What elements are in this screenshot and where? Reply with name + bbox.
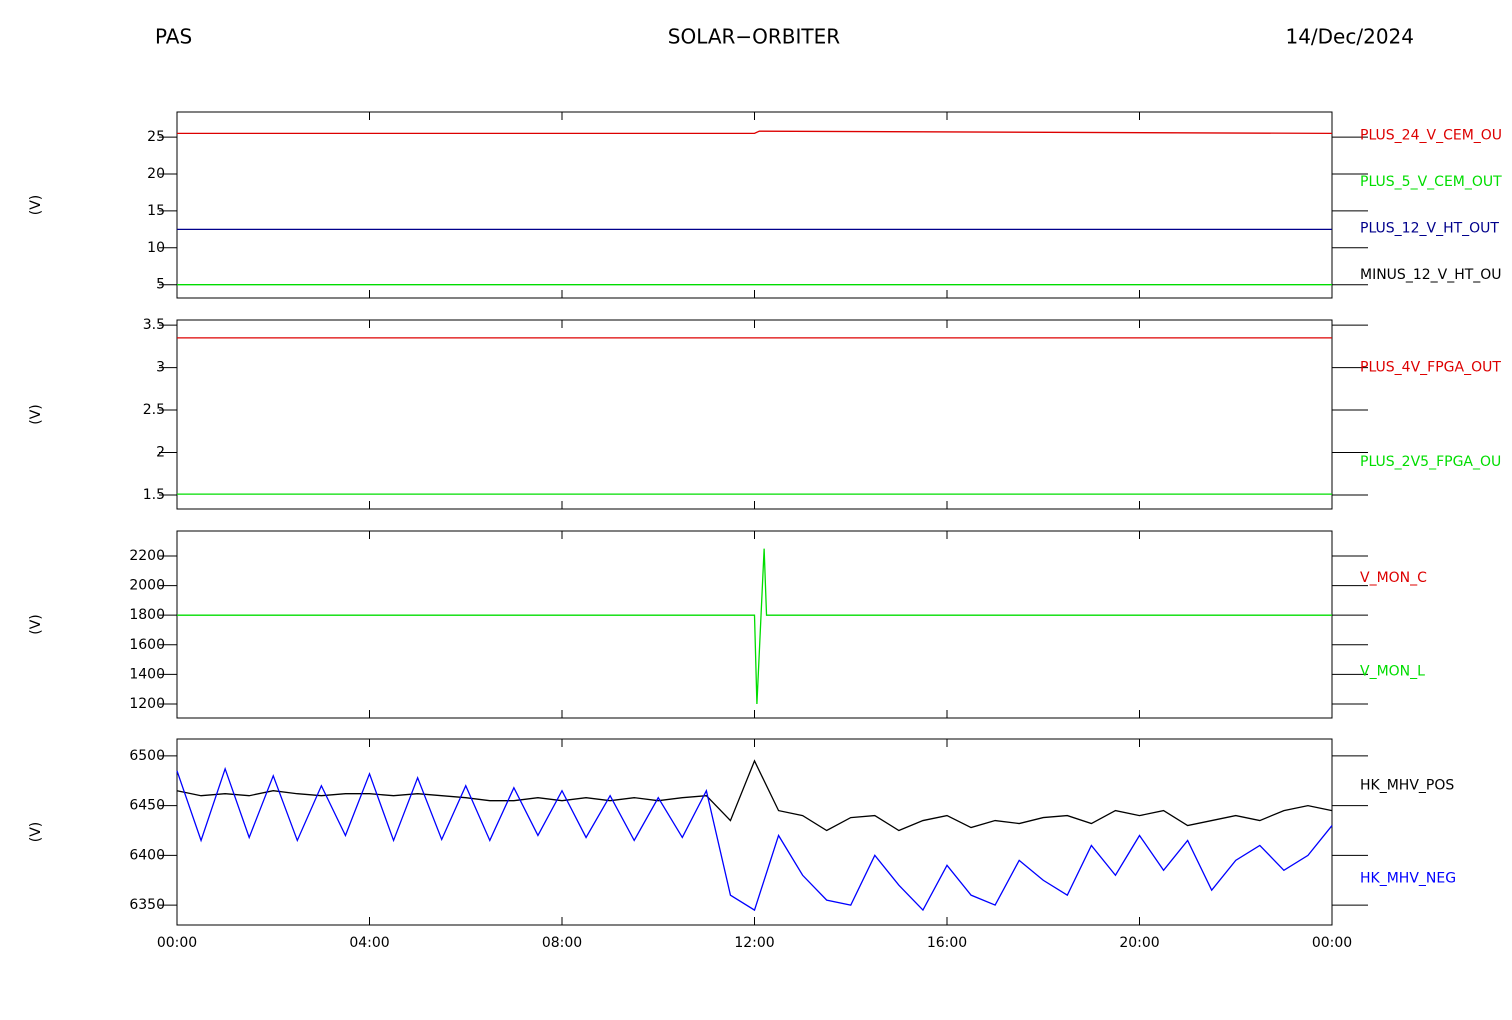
x-tick-label: 00:00 — [157, 935, 197, 951]
legend-entry: MINUS_12_V_HT_OU — [1360, 267, 1502, 283]
series-line — [176, 766, 1333, 912]
legend-entry: PLUS_24_V_CEM_OU — [1360, 127, 1502, 143]
legend-entry: V_MON_L — [1360, 663, 1425, 679]
y-tick-label: 1600 — [129, 637, 165, 653]
header-left: PAS — [155, 25, 192, 49]
y-tick-label: 6450 — [129, 798, 165, 814]
y-tick-label: 6400 — [129, 847, 165, 863]
y-tick-label: 20 — [147, 166, 165, 182]
series-line — [177, 130, 1333, 135]
plot-frame — [176, 111, 1333, 299]
y-tick-label: 2200 — [129, 548, 165, 564]
y-tick-label: 6350 — [129, 897, 165, 913]
legend-entry: V_MON_C — [1360, 570, 1427, 586]
y-axis-label: (V) — [28, 822, 44, 843]
y-tick-label: 2000 — [129, 578, 165, 594]
x-tick-label: 16:00 — [927, 935, 967, 951]
x-tick-label: 20:00 — [1119, 935, 1159, 951]
y-tick-label: 10 — [147, 240, 165, 256]
legend-entry: PLUS_5_V_CEM_OUT — [1360, 174, 1502, 190]
y-tick-label: 3.5 — [143, 317, 165, 333]
plot-frame — [176, 738, 1333, 926]
y-tick-label: 1200 — [129, 696, 165, 712]
legend-entry: PLUS_4V_FPGA_OUT — [1360, 359, 1501, 375]
y-tick-label: 2.5 — [143, 402, 165, 418]
header-title: SOLAR−ORBITER — [668, 25, 840, 49]
header-date: 14/Dec/2024 — [1285, 25, 1414, 49]
x-tick-label: 12:00 — [734, 935, 774, 951]
series-line — [176, 759, 1333, 832]
x-tick-label: 04:00 — [349, 935, 389, 951]
y-tick-label: 6500 — [129, 748, 165, 764]
x-tick-label: 00:00 — [1312, 935, 1352, 951]
plot-frame — [176, 319, 1333, 510]
y-tick-label: 15 — [147, 203, 165, 219]
y-axis-label: (V) — [28, 614, 44, 635]
y-tick-label: 1800 — [129, 607, 165, 623]
legend-entry: PLUS_2V5_FPGA_OU — [1360, 454, 1501, 470]
legend-entry: HK_MHV_POS — [1360, 778, 1454, 794]
legend-entry: PLUS_12_V_HT_OUT — [1360, 220, 1499, 236]
series-line — [177, 548, 1332, 704]
legend-entry: HK_MHV_NEG — [1360, 871, 1456, 887]
y-tick-label: 1400 — [129, 666, 165, 682]
y-axis-label: (V) — [28, 404, 44, 425]
y-tick-label: 1.5 — [143, 487, 165, 503]
x-tick-label: 08:00 — [542, 935, 582, 951]
y-axis-label: (V) — [28, 195, 44, 216]
y-tick-label: 25 — [147, 129, 165, 145]
